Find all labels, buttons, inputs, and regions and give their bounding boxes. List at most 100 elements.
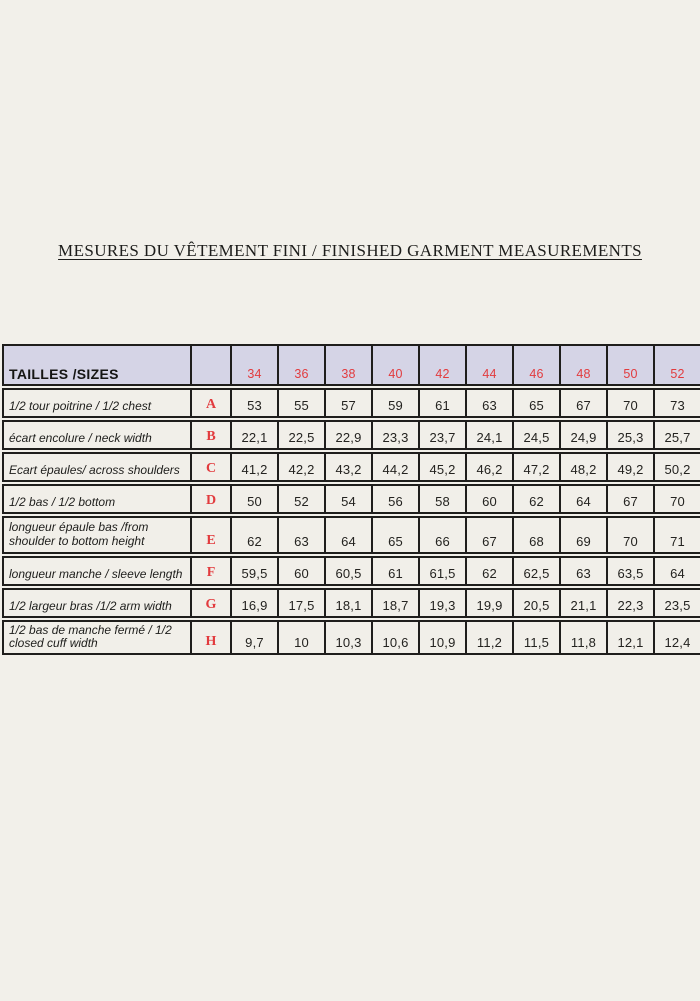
table-header-row-value-7: 48 [559,346,606,384]
table-header-row-value-3: 40 [371,346,418,384]
table-row-e-value-5: 67 [465,518,512,552]
table-row-a-value-0: 53 [230,390,277,416]
table-row-c-value-3: 44,2 [371,454,418,480]
table-row-d-label: 1/2 bas / 1/2 bottom [9,494,116,509]
table-row-f-value-6: 62,5 [512,558,559,584]
table-row-a-label: 1/2 tour poitrine / 1/2 chest [9,398,152,413]
table-row-g-value-0: 16,9 [230,590,277,616]
table-row-h-label: 1/2 bas de manche fermé / 1/2 closed cuf… [9,622,172,650]
table-row-g: 1/2 largeur bras /1/2 arm width G 16,9 17,5… [2,588,700,618]
table-row-g-value-4: 19,3 [418,590,465,616]
table-row-b-value-5: 24,1 [465,422,512,448]
table-row-h-value-6: 11,5 [512,622,559,653]
table-row-b: écart encolure / neck width B 22,1 22,5 22,9… [2,420,700,450]
table-row-h-value-3: 10,6 [371,622,418,653]
table-row-e-value-1: 63 [277,518,324,552]
table-row-h-value-2: 10,3 [324,622,371,653]
table-row-h-value-4: 10,9 [418,622,465,653]
table-row-d-value-5: 60 [465,486,512,512]
table-row-e-label: longueur épaule bas /from shoulder to bo… [9,520,149,548]
table-row-a-value-3: 59 [371,390,418,416]
table-header-row-label: TAILLES /SIZES [9,365,119,382]
table-row-b-value-8: 25,3 [606,422,653,448]
table-row-e-value-4: 66 [418,518,465,552]
table-row-h-value-7: 11,8 [559,622,606,653]
table-row-c-value-5: 46,2 [465,454,512,480]
table-row-b-letter: B [190,422,230,448]
table-row-e-value-6: 68 [512,518,559,552]
table-header-row-value-2: 38 [324,346,371,384]
table-row-d-value-8: 67 [606,486,653,512]
table-header-row-letter [190,346,230,384]
table-row-b-value-7: 24,9 [559,422,606,448]
table-row-a: 1/2 tour poitrine / 1/2 chest A 53 55 57 59 61… [2,388,700,418]
table-row-h: 1/2 bas de manche fermé / 1/2 closed cuf… [2,620,700,655]
table-row-b-value-6: 24,5 [512,422,559,448]
table-row-f-value-2: 60,5 [324,558,371,584]
table-row-c-letter: C [190,454,230,480]
page-title: MESURES DU VÊTEMENT FINI / FINISHED GARM… [58,241,642,260]
table-row-c-value-2: 43,2 [324,454,371,480]
table-row-d-value-2: 54 [324,486,371,512]
table-header-row-value-5: 44 [465,346,512,384]
table-header-row-value-8: 50 [606,346,653,384]
table-header-row-value-9: 52 [653,346,700,384]
table-row-g-value-9: 23,5 [653,590,700,616]
table-row-f-label: longueur manche / sleeve length [9,566,183,581]
table-row-d: 1/2 bas / 1/2 bottom D 50 52 54 56 58 60 62 64 67 7… [2,484,700,514]
table-row-e-value-3: 65 [371,518,418,552]
table-row-d-value-6: 62 [512,486,559,512]
table-row-h-value-8: 12,1 [606,622,653,653]
table-row-d-value-7: 64 [559,486,606,512]
table-row-a-letter: A [190,390,230,416]
table-row-d-value-3: 56 [371,486,418,512]
table-row-g-value-3: 18,7 [371,590,418,616]
table-row-b-value-1: 22,5 [277,422,324,448]
table-row-c-value-6: 47,2 [512,454,559,480]
table-row-c-value-8: 49,2 [606,454,653,480]
table-row-e-value-9: 71 [653,518,700,552]
measurements-table: TAILLES /SIZES 34 36 38 40 42 44 46 48 50 52 1/2 to… [2,344,700,657]
table-row-g-letter: G [190,590,230,616]
table-row-f-letter: F [190,558,230,584]
table-header-row-value-6: 46 [512,346,559,384]
table-row-a-value-9: 73 [653,390,700,416]
table-header-row-value-1: 36 [277,346,324,384]
table-row-c-label: Ecart épaules/ across shoulders [9,462,180,477]
table-row-c-value-9: 50,2 [653,454,700,480]
table-row-e-value-0: 62 [230,518,277,552]
table-row-f-value-1: 60 [277,558,324,584]
table-row-f-value-4: 61,5 [418,558,465,584]
table-row-c: Ecart épaules/ across shoulders C 41,2 42,2… [2,452,700,482]
table-row-g-label: 1/2 largeur bras /1/2 arm width [9,598,172,613]
table-row-g-value-8: 22,3 [606,590,653,616]
table-row-a-value-4: 61 [418,390,465,416]
table-row-b-value-4: 23,7 [418,422,465,448]
table-row-f-value-5: 62 [465,558,512,584]
table-header-row-value-4: 42 [418,346,465,384]
table-row-h-value-9: 12,4 [653,622,700,653]
table-row-b-value-3: 23,3 [371,422,418,448]
table-row-c-value-4: 45,2 [418,454,465,480]
table-row-a-value-5: 63 [465,390,512,416]
table-row-a-value-2: 57 [324,390,371,416]
table-row-e: longueur épaule bas /from shoulder to bo… [2,516,700,554]
table-row-c-value-1: 42,2 [277,454,324,480]
table-row-d-value-0: 50 [230,486,277,512]
table-row-c-value-0: 41,2 [230,454,277,480]
table-row-f-value-3: 61 [371,558,418,584]
table-row-d-value-4: 58 [418,486,465,512]
table-row-e-value-2: 64 [324,518,371,552]
table-row-a-value-6: 65 [512,390,559,416]
table-row-f-value-8: 63,5 [606,558,653,584]
table-row-e-letter: E [190,518,230,552]
table-row-c-value-7: 48,2 [559,454,606,480]
table-row-h-value-0: 9,7 [230,622,277,653]
table-row-f-value-7: 63 [559,558,606,584]
table-row-a-value-7: 67 [559,390,606,416]
table-row-g-value-6: 20,5 [512,590,559,616]
table-row-d-value-1: 52 [277,486,324,512]
table-row-g-value-7: 21,1 [559,590,606,616]
table-row-h-letter: H [190,622,230,653]
table-row-f-value-0: 59,5 [230,558,277,584]
